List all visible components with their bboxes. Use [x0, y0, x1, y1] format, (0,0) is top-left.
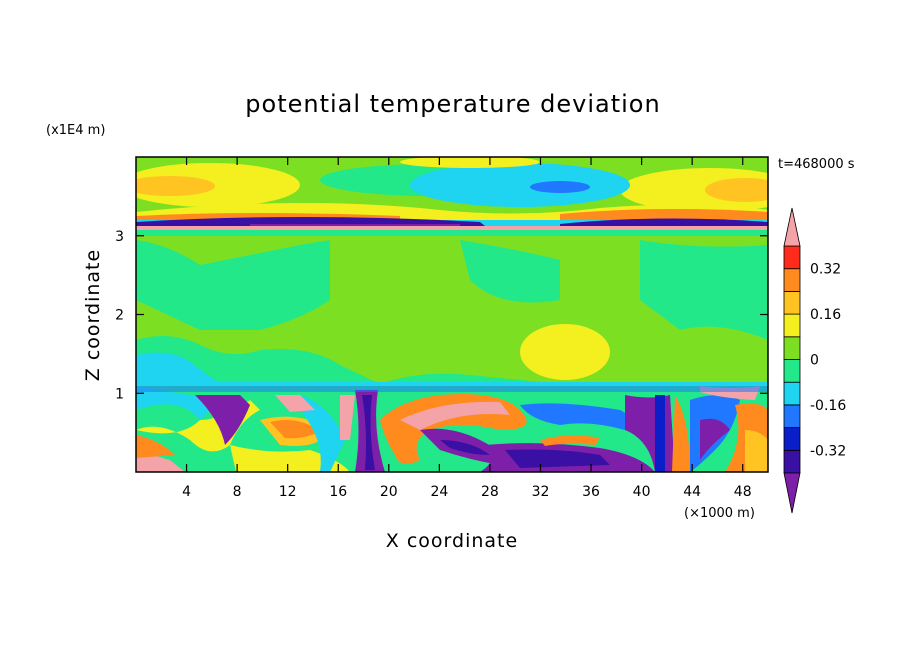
- colorbar: 0.32 0.16 0 -0.16 -0.32: [783, 207, 846, 514]
- colorbar-swatch: [783, 268, 801, 292]
- colorbar-label: -0.32: [810, 443, 846, 459]
- colorbar-min-arrow: [783, 472, 801, 514]
- colorbar-swatch: [783, 427, 801, 451]
- y-axis-label: Z coordinate: [82, 249, 104, 381]
- y-tick-label: 2: [115, 308, 124, 324]
- x-tick-label: 16: [329, 484, 347, 500]
- colorbar-swatch: [783, 404, 801, 428]
- x-tick-label: 36: [582, 484, 600, 500]
- x-tick-label: 40: [633, 484, 651, 500]
- y-axis: 1 2 3: [115, 229, 768, 402]
- x-tick-label: 8: [233, 484, 242, 500]
- x-tick-label: 44: [683, 484, 701, 500]
- chart-title: potential temperature deviation: [245, 90, 660, 118]
- x-tick-label: 24: [430, 484, 448, 500]
- colorbar-label: 0.32: [810, 262, 841, 278]
- time-label: t=468000 s: [778, 157, 855, 172]
- x-tick-label: 48: [734, 484, 752, 500]
- colorbar-swatch: [783, 336, 801, 360]
- x-tick-label: 32: [532, 484, 550, 500]
- colorbar-swatch: [783, 381, 801, 406]
- plot-area: [136, 157, 768, 472]
- x-tick-label: 28: [481, 484, 499, 500]
- colorbar-label: 0: [810, 353, 819, 369]
- y-tick-label: 1: [115, 386, 124, 402]
- x-unit-label: (×1000 m): [684, 506, 755, 521]
- colorbar-swatch: [783, 245, 801, 270]
- x-tick-label: 12: [279, 484, 297, 500]
- colorbar-label: -0.16: [810, 398, 846, 414]
- colorbar-max-arrow: [783, 207, 801, 247]
- colorbar-swatch: [783, 359, 801, 383]
- y-unit-label: (x1E4 m): [46, 123, 105, 138]
- colorbar-swatch: [783, 313, 801, 338]
- y-tick-label: 3: [115, 229, 124, 245]
- colorbar-swatch: [783, 290, 801, 315]
- x-axis: 4 8 12 16 20 24 28 32 36 40 44 48: [182, 157, 752, 500]
- colorbar-swatch: [783, 449, 801, 474]
- x-tick-label: 4: [182, 484, 191, 500]
- x-axis-label: X coordinate: [386, 530, 518, 552]
- x-tick-label: 20: [380, 484, 398, 500]
- colorbar-label: 0.16: [810, 307, 841, 323]
